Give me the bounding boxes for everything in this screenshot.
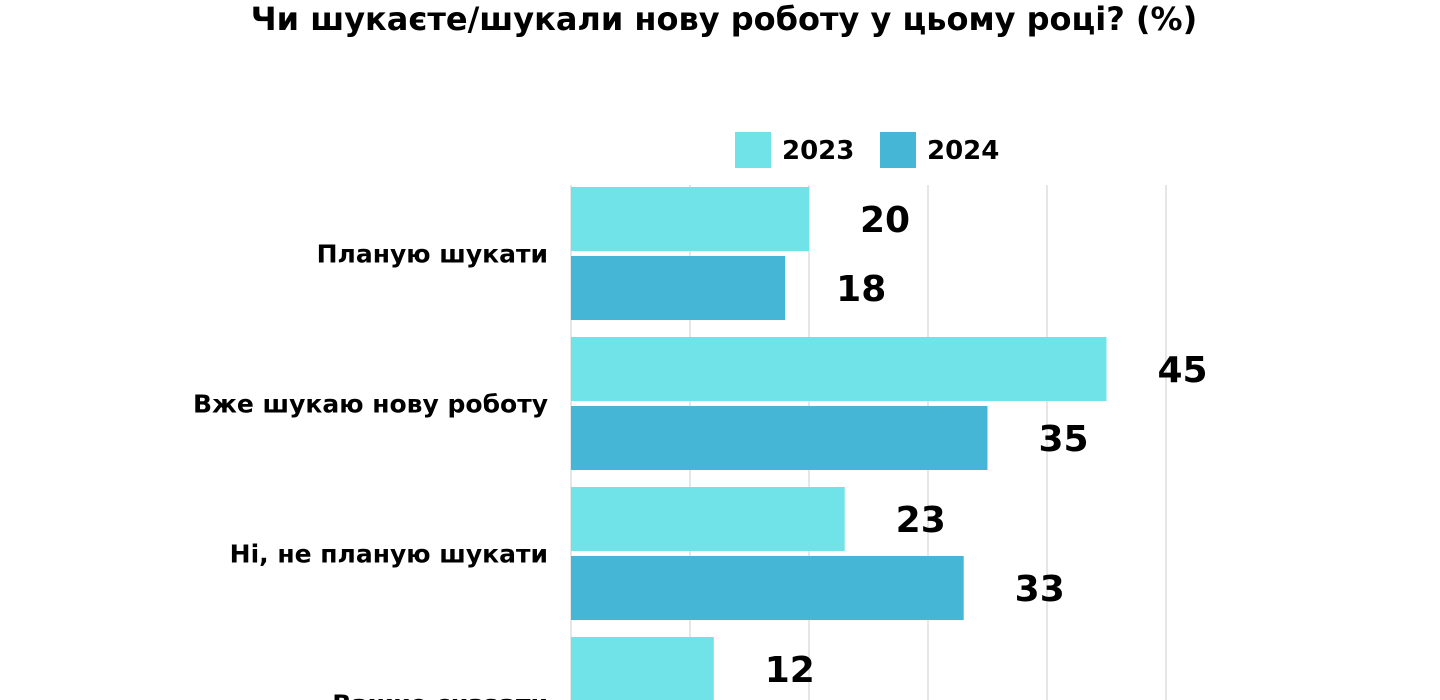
bar-2023-1 (571, 187, 809, 251)
category-label: Планую шукати (317, 240, 548, 269)
category-label: Важко сказати (332, 690, 548, 700)
value-labels: 20 18 45 35 23 33 12 (765, 200, 1208, 691)
legend-label: 2023 (782, 136, 854, 166)
bar-2023-2 (571, 337, 1107, 401)
bar-2023-3 (571, 487, 845, 551)
category-labels: Планую шукати Вже шукаю нову роботу Ні, не… (193, 240, 548, 700)
value-label: 20 (860, 200, 910, 241)
bar-2023-4 (571, 637, 714, 700)
value-label: 45 (1157, 350, 1207, 391)
bar-2024-3 (571, 556, 964, 620)
value-label: 23 (896, 500, 946, 541)
chart-title: Чи шукаєте/шукали нову роботу у цьому ро… (251, 0, 1197, 38)
legend-swatch (735, 132, 771, 168)
value-label: 35 (1038, 419, 1088, 460)
legend: 2023 2024 (735, 132, 999, 168)
value-label: 12 (765, 650, 815, 691)
legend-swatch (880, 132, 916, 168)
value-label: 18 (836, 269, 886, 310)
value-label: 33 (1015, 569, 1065, 610)
legend-label: 2024 (927, 136, 999, 166)
bar-2024-2 (571, 406, 988, 470)
bars (571, 187, 1107, 700)
category-label: Ні, не планую шукати (230, 540, 548, 569)
bar-2024-1 (571, 256, 786, 320)
category-label: Вже шукаю нову роботу (193, 390, 548, 419)
